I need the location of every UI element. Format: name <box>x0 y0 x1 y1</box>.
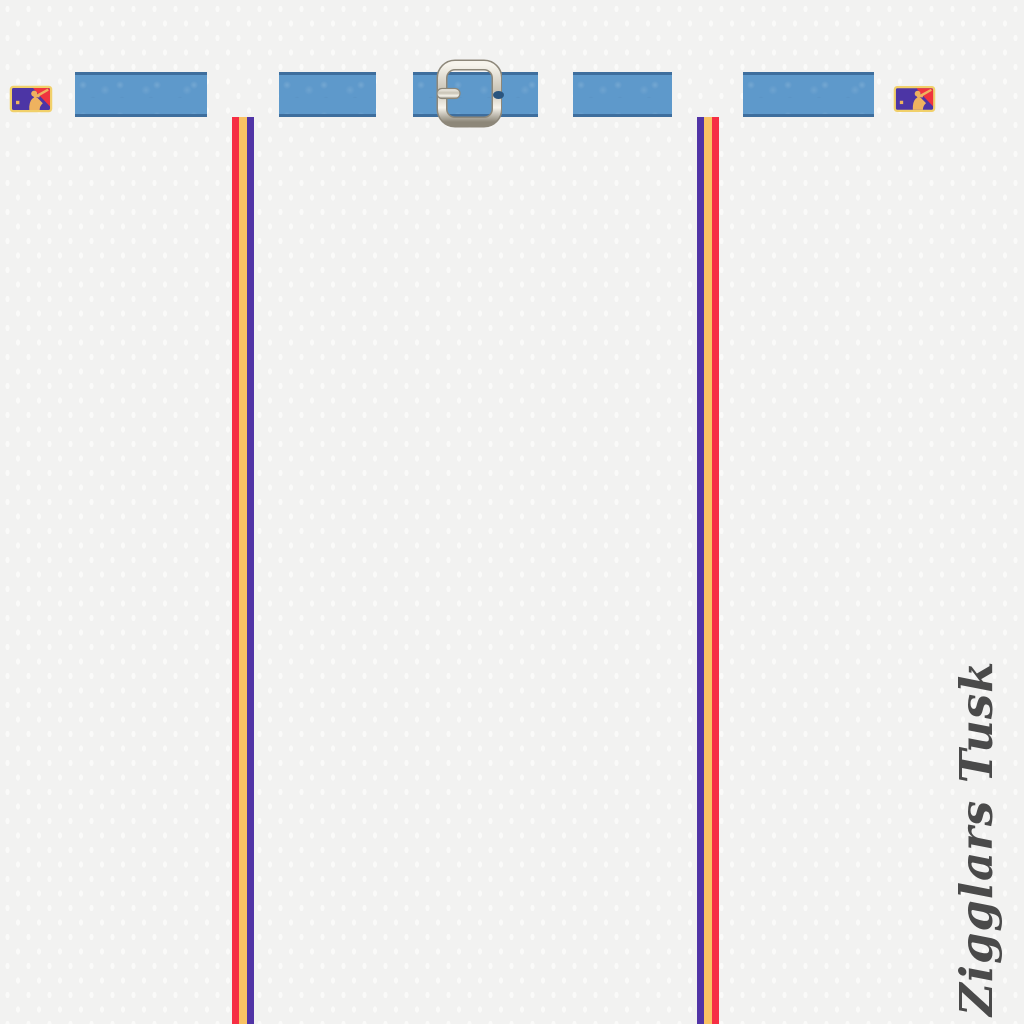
stripe-band-red <box>232 117 240 1024</box>
belt-segment <box>743 72 874 117</box>
belt-segment <box>75 72 207 117</box>
stripe-band-red <box>711 117 719 1024</box>
belt-segment <box>279 72 376 117</box>
stripe-right <box>697 117 719 1024</box>
mlb-logo-right-icon <box>893 86 936 112</box>
mlb-logo-left-icon <box>9 85 53 113</box>
stripe-band-purple <box>246 117 254 1024</box>
stripe-band-yellow <box>704 117 712 1024</box>
belt-segment <box>573 72 672 117</box>
belt-hole <box>493 91 504 99</box>
stripe-left <box>232 117 254 1024</box>
belt-segment <box>413 72 538 117</box>
stripe-band-purple <box>697 117 705 1024</box>
creator-watermark: Zigglars Tusk <box>950 660 1003 1016</box>
stripe-band-yellow <box>239 117 247 1024</box>
